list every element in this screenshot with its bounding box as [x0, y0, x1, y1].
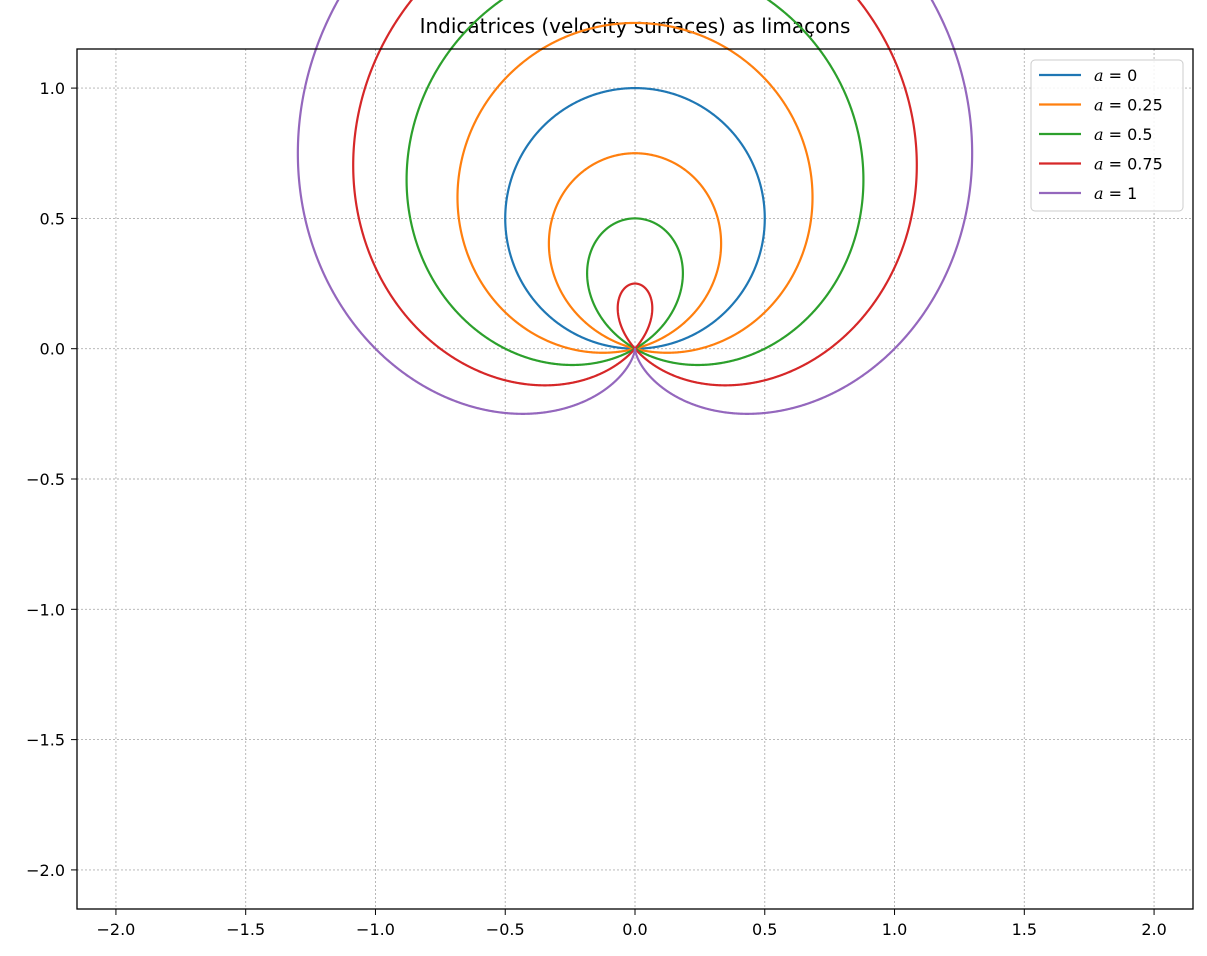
y-tick-label: −1.0	[26, 600, 65, 619]
curve-layer	[296, 0, 974, 415]
legend-var-4: a	[1094, 184, 1104, 203]
legend-val-3: 0.75	[1127, 155, 1163, 174]
legend-var-2: a	[1094, 125, 1104, 144]
x-tick-label: −0.5	[486, 920, 525, 939]
x-tick-label: −1.0	[356, 920, 395, 939]
y-tick-label: −0.5	[26, 470, 65, 489]
legend-box	[1030, 59, 1184, 212]
x-tick-label: −1.5	[226, 920, 265, 939]
legend-label-0: a = 0	[1094, 66, 1137, 85]
series-curve-4	[296, 0, 974, 415]
legend-label-1: a = 0.25	[1094, 96, 1163, 115]
legend-var-0: a	[1094, 66, 1104, 85]
grid-layer	[77, 49, 1193, 909]
legend-val-0: 0	[1127, 66, 1137, 85]
legend-label-3: a = 0.75	[1094, 155, 1163, 174]
series-curve-2	[405, 0, 865, 367]
y-tick-label: −2.0	[26, 861, 65, 880]
legend-var-3: a	[1094, 155, 1104, 174]
tick-layer: −2.0 −1.5 −1.0 −0.5 0.0 0.5 1.0 1.5 2.0 1.0 0.5 0.0…	[26, 79, 1167, 939]
legend-val-1: 0.25	[1127, 96, 1163, 115]
x-tick-label: 2.0	[1141, 920, 1166, 939]
y-tick-label: −1.5	[26, 731, 65, 750]
x-tick-label: −2.0	[97, 920, 136, 939]
chart-title: Indicatrices (velocity surfaces) as lima…	[420, 14, 851, 38]
legend-val-4: 1	[1127, 184, 1137, 203]
y-tick-label: 0.0	[40, 340, 65, 359]
legend-var-1: a	[1094, 96, 1104, 115]
x-tick-label: 0.5	[752, 920, 777, 939]
legend-val-2: 0.5	[1127, 125, 1152, 144]
x-tick-label: 0.0	[622, 920, 647, 939]
y-tick-label: 1.0	[40, 79, 65, 98]
x-tick-label: 1.5	[1012, 920, 1037, 939]
series-curve-3	[352, 0, 918, 387]
legend-label-4: a = 1	[1094, 184, 1137, 203]
x-tick-label: 1.0	[882, 920, 907, 939]
legend: a = 0 a = 0.25 a = 0.5 a = 0.75 a = 1	[1030, 59, 1184, 212]
y-tick-label: 0.5	[40, 209, 65, 228]
series-curve-1	[456, 21, 814, 354]
legend-label-2: a = 0.5	[1094, 125, 1153, 144]
